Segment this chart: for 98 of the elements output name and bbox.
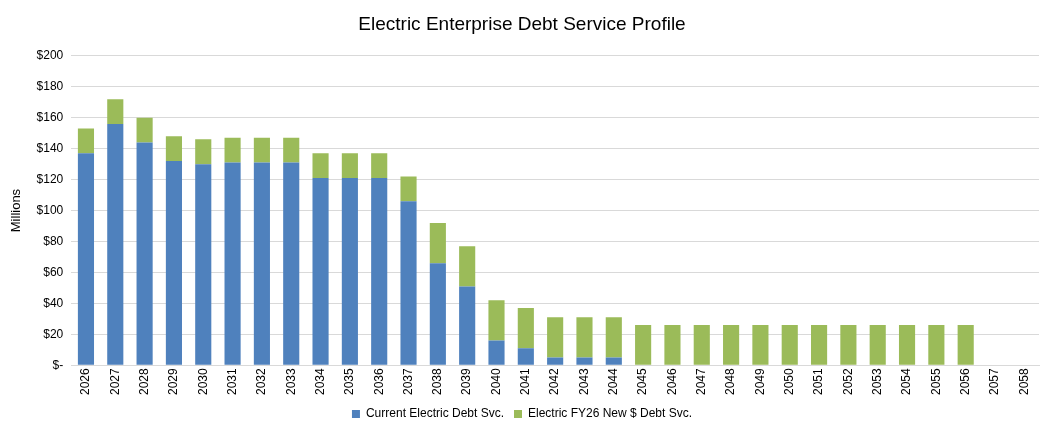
bar (283, 137, 300, 163)
bar (547, 357, 564, 365)
bar (371, 178, 388, 365)
bar (459, 286, 476, 365)
x-tick-label: 2030 (195, 367, 210, 396)
bar (136, 142, 153, 365)
bar (253, 162, 270, 365)
bar (107, 123, 124, 365)
y-tick-label: $100 (36, 202, 64, 217)
bar (195, 164, 212, 365)
x-tick-label: 2036 (371, 367, 386, 396)
bar (77, 153, 95, 365)
bar (517, 348, 534, 365)
x-tick-label: 2041 (518, 367, 533, 396)
bar (341, 178, 358, 365)
x-tick-label: 2032 (254, 367, 269, 396)
bar (165, 161, 182, 365)
x-tick-label: 2043 (576, 367, 591, 396)
chart-title: Electric Enterprise Debt Service Profile (358, 12, 686, 34)
x-tick-label: 2052 (840, 367, 855, 396)
bar (957, 325, 974, 365)
bar (576, 317, 593, 358)
bar (195, 139, 212, 165)
bar (488, 340, 505, 365)
x-tick-label: 2057 (987, 367, 1002, 396)
y-tick-label: $180 (36, 79, 64, 94)
bar (136, 117, 153, 143)
x-tick-label: 2034 (312, 367, 327, 396)
bar (165, 136, 182, 162)
bar (723, 325, 740, 365)
bar (400, 176, 417, 202)
x-tick-label: 2058 (1016, 367, 1031, 396)
x-tick-label: 2050 (782, 367, 797, 396)
y-axis-title: Millions (8, 188, 24, 233)
y-tick-label: $160 (36, 110, 64, 125)
x-tick-label: 2026 (78, 367, 93, 396)
x-tick-label: 2040 (488, 367, 503, 396)
bar (869, 325, 886, 365)
x-tick-label: 2035 (342, 367, 357, 396)
bar (605, 357, 622, 365)
bar (576, 357, 593, 365)
x-tick-label: 2038 (430, 367, 445, 396)
x-tick-label: 2027 (107, 367, 122, 396)
bar (429, 222, 446, 264)
bar (400, 201, 417, 365)
x-tick-label: 2048 (723, 367, 738, 396)
bar (811, 325, 828, 365)
bar (283, 162, 300, 365)
bar (693, 325, 710, 365)
bar (488, 300, 505, 341)
y-tick-label: $- (52, 357, 64, 372)
y-tick-label: $200 (36, 48, 64, 63)
y-tick-label: $140 (36, 140, 64, 155)
bar (312, 153, 329, 179)
y-tick-label: $80 (43, 233, 64, 248)
bar (928, 325, 945, 365)
y-tick-label: $120 (36, 171, 64, 186)
x-tick-label: 2033 (283, 367, 298, 396)
bar (253, 137, 270, 163)
bar (224, 162, 241, 365)
x-tick-label: 2031 (224, 367, 239, 396)
bar (77, 128, 95, 154)
bar (664, 325, 681, 365)
legend-label: Current Electric Debt Svc. (365, 406, 504, 421)
bar (459, 246, 476, 287)
bar (547, 317, 564, 358)
legend-label: Electric FY26 New $ Debt Svc. (527, 406, 693, 421)
x-tick-label: 2055 (928, 367, 943, 396)
x-tick-label: 2051 (811, 367, 826, 396)
bar (781, 325, 798, 365)
y-tick-label: $40 (43, 295, 64, 310)
x-tick-label: 2045 (635, 367, 650, 396)
bar (605, 317, 622, 358)
y-tick-label: $20 (43, 326, 64, 341)
bar (312, 178, 329, 365)
x-tick-label: 2044 (606, 367, 621, 396)
x-tick-label: 2046 (664, 367, 679, 396)
x-tick-label: 2039 (459, 367, 474, 396)
x-tick-label: 2028 (136, 367, 151, 396)
x-tick-label: 2029 (166, 367, 181, 396)
bar (341, 153, 358, 179)
bar (371, 153, 388, 179)
bar (107, 99, 124, 124)
bar (840, 325, 857, 365)
x-tick-label: 2049 (752, 367, 767, 396)
bar (224, 137, 241, 163)
x-tick-label: 2054 (899, 367, 914, 396)
y-tick-label: $60 (43, 264, 64, 279)
bar (517, 308, 534, 349)
bar (752, 325, 769, 365)
bar (898, 325, 916, 365)
bar (635, 325, 652, 365)
bar (429, 263, 446, 365)
x-tick-label: 2053 (870, 367, 885, 396)
x-tick-label: 2056 (958, 367, 972, 396)
x-tick-label: 2047 (694, 367, 709, 396)
x-tick-label: 2037 (400, 367, 415, 396)
x-tick-label: 2042 (547, 367, 562, 396)
